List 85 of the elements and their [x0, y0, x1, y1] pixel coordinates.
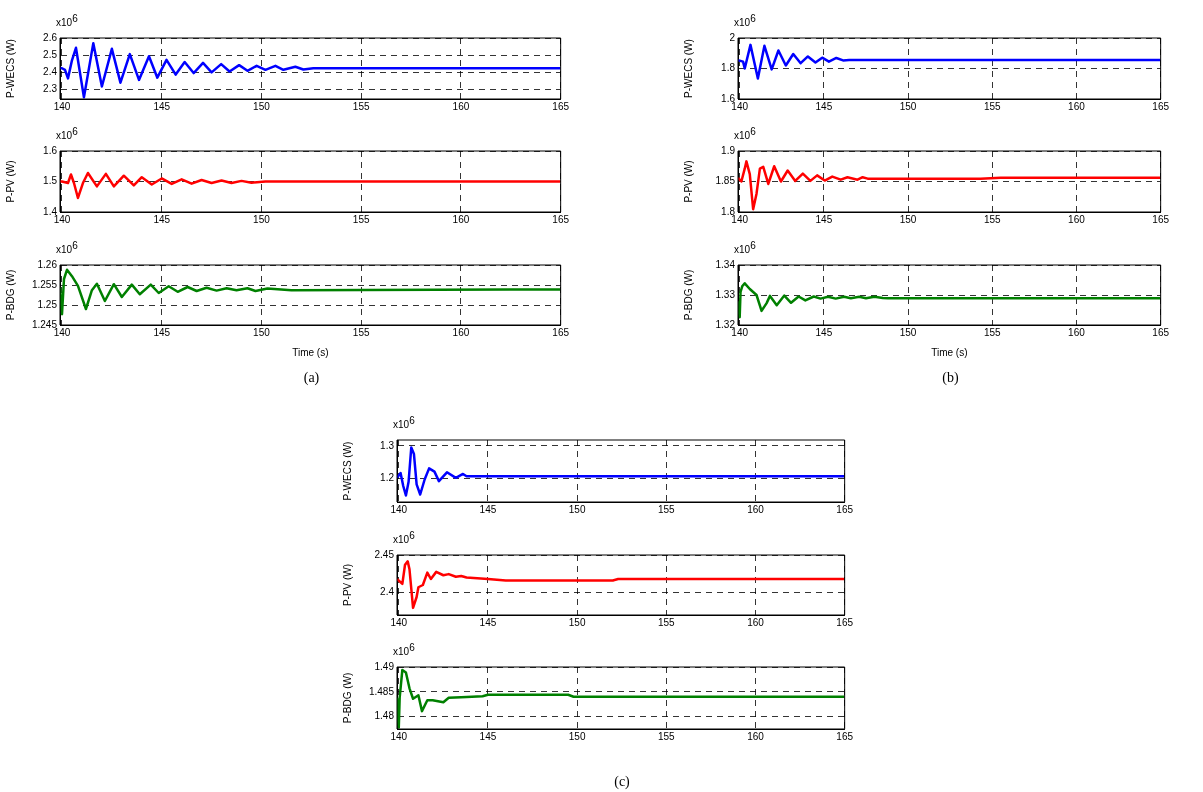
- x-tick-label: 165: [552, 326, 570, 338]
- y-tick-label: 1.85: [715, 175, 736, 187]
- y-axis-title: P-BDG (W): [682, 269, 694, 321]
- y-tick-label: 1.8: [721, 62, 736, 74]
- x-tick-label: 155: [352, 100, 370, 112]
- x-tick-label: 150: [899, 213, 917, 225]
- y-tick-label: 1.26: [37, 258, 58, 270]
- x-tick-label: 155: [983, 100, 1002, 112]
- y-axis-title: P-WECS (W): [682, 39, 694, 98]
- x-tick-label: 165: [836, 616, 854, 628]
- text: (a): [303, 370, 320, 386]
- x-tick-label: 140: [390, 503, 408, 515]
- x-axis-title: Time (s): [292, 346, 329, 358]
- x-tick-label: 165: [552, 100, 570, 112]
- x-tick-label: 150: [899, 100, 917, 112]
- x-tick-label: 145: [479, 730, 497, 742]
- x-tick-label: 145: [153, 100, 171, 112]
- x-tick-label: 145: [153, 326, 171, 338]
- x-tick-label: 160: [747, 730, 765, 742]
- y-tick-label: 2.4: [43, 66, 58, 78]
- y-tick-label: 1.49: [374, 660, 395, 672]
- x-tick-label: 150: [899, 326, 917, 338]
- x-tick-label: 165: [1152, 100, 1170, 112]
- y-axis-title: P-BDG (W): [4, 269, 16, 321]
- y-tick-label: 1.5: [43, 175, 58, 187]
- x-tick-label: 155: [352, 326, 370, 338]
- y-tick-label: 1.6: [43, 144, 58, 156]
- x-tick-label: 160: [1068, 213, 1086, 225]
- y-axis-title: P-WECS (W): [341, 441, 353, 501]
- x-tick-label: 145: [479, 616, 497, 628]
- y-tick-label: 2: [729, 31, 736, 43]
- x-tick-label: 150: [253, 213, 271, 225]
- y-tick-label: 1.9: [721, 144, 736, 156]
- x-tick-label: 150: [568, 730, 586, 742]
- text: (c): [614, 774, 630, 790]
- y-tick-label: 2.3: [43, 83, 58, 95]
- x-tick-label: 160: [452, 326, 470, 338]
- y-tick-label: 2.45: [374, 548, 395, 560]
- x-tick-label: 140: [390, 616, 408, 628]
- y-tick-label: 1.485: [368, 685, 395, 697]
- x-tick-label: 150: [253, 326, 271, 338]
- x-tick-label: 140: [390, 730, 408, 742]
- x-tick-label: 160: [452, 100, 470, 112]
- x-tick-label: 155: [657, 503, 676, 515]
- y-tick-label: 1.34: [715, 258, 736, 270]
- x-tick-label: 160: [747, 616, 765, 628]
- x-tick-label: 145: [815, 100, 833, 112]
- y-tick-label: 1.255: [31, 278, 58, 290]
- text: (b): [942, 370, 959, 386]
- y-tick-label: 2.5: [43, 48, 58, 60]
- y-tick-label: 1.48: [374, 710, 395, 722]
- y-tick-label: 1.2: [380, 472, 395, 484]
- x-tick-label: 165: [1152, 213, 1170, 225]
- x-tick-label: 160: [452, 213, 470, 225]
- y-axis-title: P-WECS (W): [4, 39, 16, 98]
- y-axis-title: P-BDG (W): [341, 672, 353, 724]
- x-tick-label: 145: [153, 213, 171, 225]
- x-tick-label: 155: [657, 616, 676, 628]
- x-axis-title: Time (s): [931, 346, 968, 358]
- x-tick-label: 160: [1068, 100, 1086, 112]
- x-tick-label: 155: [352, 213, 370, 225]
- y-axis-title: P-PV (W): [682, 160, 694, 203]
- y-axis-title: P-PV (W): [341, 563, 353, 607]
- x-tick-label: 150: [568, 503, 586, 515]
- x-tick-label: 165: [836, 730, 854, 742]
- y-tick-label: 1.3: [380, 439, 395, 451]
- x-tick-label: 155: [657, 730, 676, 742]
- x-tick-label: 160: [747, 503, 765, 515]
- x-tick-label: 165: [836, 503, 854, 515]
- x-tick-label: 165: [552, 213, 570, 225]
- y-tick-label: 1.33: [715, 288, 736, 300]
- x-tick-label: 150: [568, 616, 586, 628]
- y-axis-title: P-PV (W): [4, 160, 16, 203]
- x-tick-label: 155: [983, 326, 1002, 338]
- x-tick-label: 150: [253, 100, 271, 112]
- x-tick-label: 165: [1152, 326, 1170, 338]
- x-tick-label: 145: [815, 213, 833, 225]
- y-tick-label: 1.25: [37, 298, 58, 310]
- x-tick-label: 145: [479, 503, 497, 515]
- y-tick-label: 2.4: [380, 586, 395, 598]
- x-tick-label: 145: [815, 326, 833, 338]
- x-tick-label: 160: [1068, 326, 1086, 338]
- y-tick-label: 2.6: [43, 31, 58, 43]
- x-tick-label: 140: [53, 100, 71, 112]
- x-tick-label: 155: [983, 213, 1002, 225]
